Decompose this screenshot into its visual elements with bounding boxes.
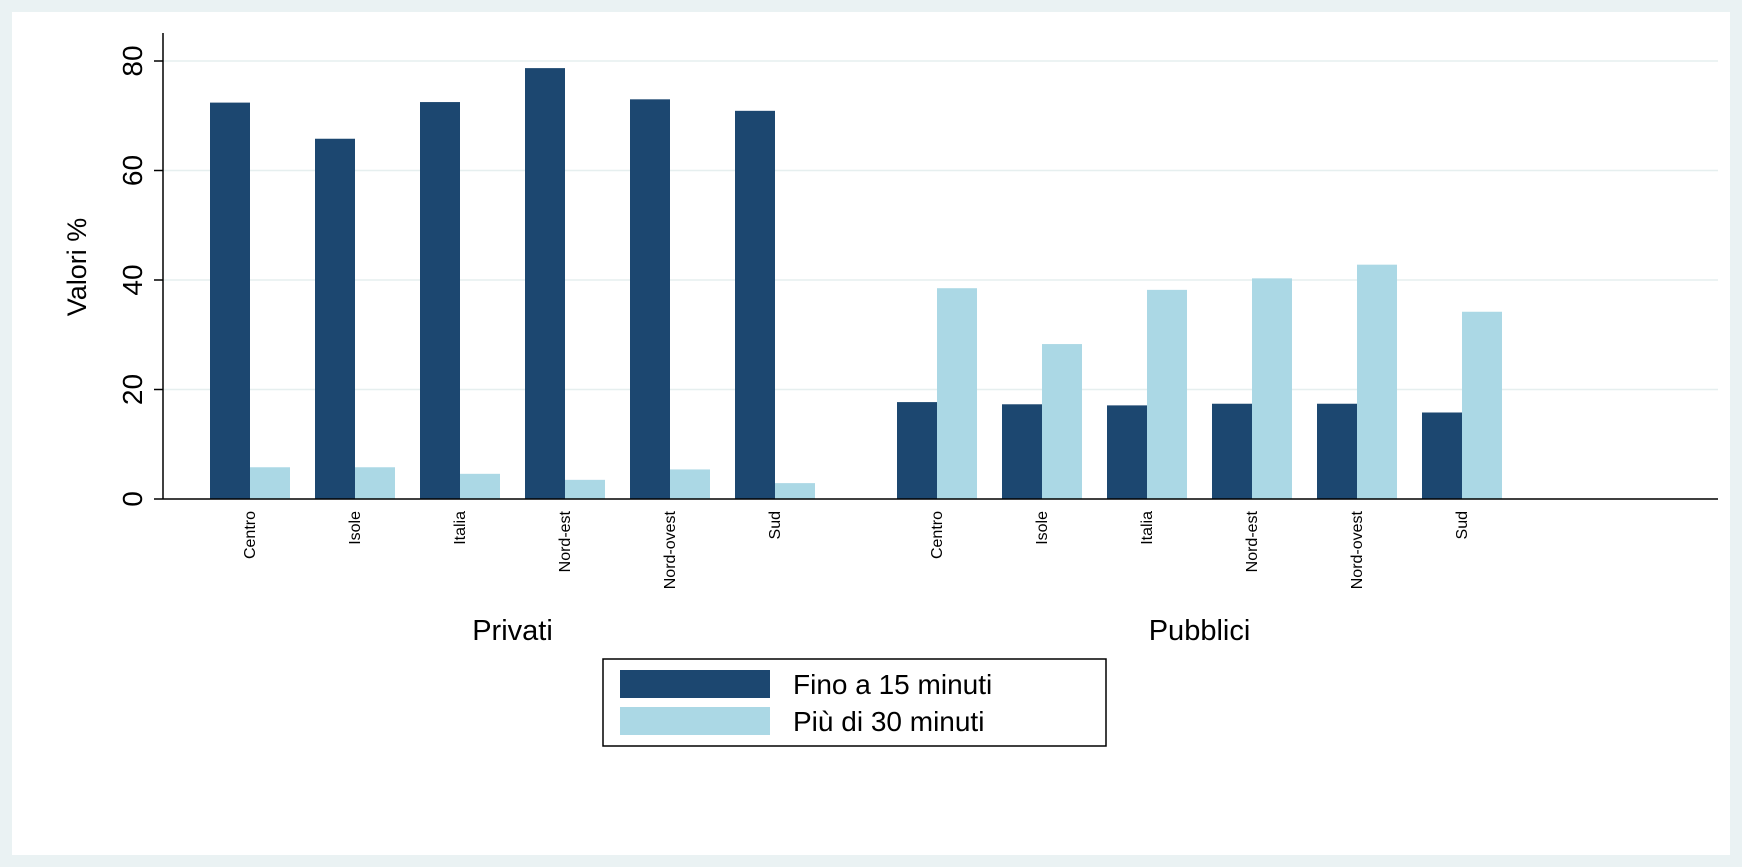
group-labels: Privati Pubblici	[472, 615, 1250, 647]
x-tick-label: Italia	[452, 511, 469, 545]
axes	[162, 33, 1718, 500]
bar	[315, 138, 355, 499]
y-ticks: 0 20 40 60 80	[117, 45, 163, 507]
bar	[1462, 311, 1502, 499]
y-axis-label: Valori %	[62, 218, 92, 317]
legend-label: Fino a 15 minuti	[793, 669, 992, 700]
x-tick-label: Sud	[1454, 511, 1471, 539]
x-ticks: Centro Isole Italia Nord-est Nord-ovest Sud Ce…	[242, 510, 1471, 589]
bar	[735, 110, 775, 499]
bar	[937, 288, 977, 499]
legend: Fino a 15 minuti Più di 30 minuti	[602, 658, 1107, 747]
x-tick-label: Centro	[929, 511, 946, 559]
chart-panel: 0 20 40 60 80 Centro Isole Italia Nord-est Nord-…	[12, 12, 1730, 855]
x-tick-label: Italia	[1139, 511, 1156, 545]
bar	[775, 483, 815, 499]
bar	[355, 467, 395, 499]
y-tick-label: 60	[117, 155, 148, 186]
bar	[1317, 403, 1357, 499]
bars	[210, 68, 1502, 500]
bar	[1002, 404, 1042, 499]
x-tick-label: Nord-est	[1244, 510, 1261, 572]
bar-chart: 0 20 40 60 80 Centro Isole Italia Nord-est Nord-…	[62, 33, 1718, 747]
bar	[565, 479, 605, 499]
bar	[670, 469, 710, 499]
x-tick-label: Centro	[242, 511, 259, 559]
bar	[250, 467, 290, 499]
bar	[897, 402, 937, 499]
y-tick-label: 40	[117, 264, 148, 295]
bar	[420, 102, 460, 499]
y-tick-label: 20	[117, 374, 148, 405]
x-tick-label: Isole	[347, 511, 364, 545]
bar	[525, 68, 565, 500]
bar	[1252, 278, 1292, 499]
legend-label: Più di 30 minuti	[793, 706, 984, 737]
bar	[630, 99, 670, 499]
x-tick-label: Nord-est	[557, 510, 574, 572]
x-tick-label: Nord-ovest	[1349, 510, 1366, 589]
bar	[1147, 289, 1187, 499]
bar	[210, 102, 250, 500]
x-tick-label: Sud	[767, 511, 784, 539]
bar	[1212, 403, 1252, 499]
x-tick-label: Nord-ovest	[662, 510, 679, 589]
group-label: Privati	[472, 615, 553, 647]
group-label: Pubblici	[1149, 615, 1251, 647]
bar	[1422, 412, 1462, 499]
bar	[460, 473, 500, 499]
x-tick-label: Isole	[1034, 511, 1051, 545]
legend-swatch	[620, 670, 770, 698]
bar	[1107, 405, 1147, 499]
y-tick-label: 0	[117, 491, 148, 507]
legend-swatch	[620, 707, 770, 735]
bar	[1357, 264, 1397, 499]
bar	[1042, 344, 1082, 499]
y-tick-label: 80	[117, 45, 148, 76]
